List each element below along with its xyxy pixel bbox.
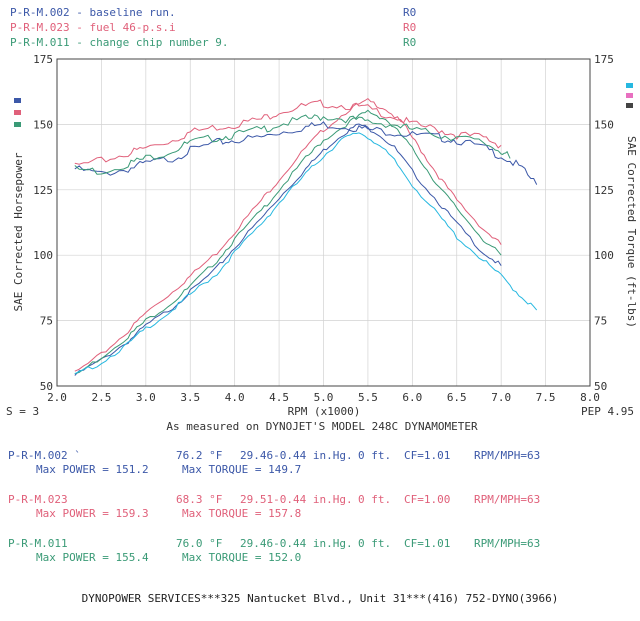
right-legend-marker <box>626 103 633 108</box>
y-tick-label-left: 150 <box>33 118 53 131</box>
legend-run-label: P-R-M.011 - change chip number 9. <box>10 36 229 49</box>
legend-run-tag: R0 <box>403 21 417 34</box>
x-axis-label: RPM (x1000) <box>288 405 361 418</box>
hp-line-1 <box>74 97 502 372</box>
left-legend-marker <box>14 110 21 115</box>
summary-baro: 29.46-0.44 in.Hg. <box>240 449 353 462</box>
legend-markers <box>14 83 633 127</box>
left-legend-marker <box>14 98 21 103</box>
left-legend-marker <box>14 122 21 127</box>
hp-line-3 <box>74 132 538 375</box>
summary-baro: 29.51-0.44 in.Hg. <box>240 493 353 506</box>
y-tick-label-left: 125 <box>33 184 53 197</box>
chart-grid <box>56 58 591 387</box>
x-tick-label: 6.0 <box>402 391 422 404</box>
summary-max-torque: Max TORQUE = 152.0 <box>182 551 302 564</box>
chart-axes <box>56 58 591 387</box>
y-tick-label-right: 50 <box>594 380 607 393</box>
pep-label: PEP 4.95 <box>581 405 634 418</box>
chart-subtitle: As measured on DYNOJET'S MODEL 248C DYNA… <box>166 420 478 433</box>
summary-max-torque: Max TORQUE = 149.7 <box>182 463 302 476</box>
right-legend-marker <box>626 93 633 98</box>
torque-line-0 <box>74 121 538 185</box>
y-tick-label-left: 50 <box>40 380 53 393</box>
chart-ticks: 2.0 2.5 3.0 3.5 4.0 4.5 5.0 5.5 6.0 6.5 7.0 7.5 8.05… <box>33 53 614 404</box>
x-tick-label: 3.0 <box>136 391 156 404</box>
summary-run-id: P-R-M.023 <box>8 493 68 506</box>
y-tick-label-left: 100 <box>33 249 53 262</box>
summary-max-torque: Max TORQUE = 157.8 <box>182 507 302 520</box>
smoothing-label: S = 3 <box>6 405 39 418</box>
hp-line-0 <box>74 123 502 376</box>
summary-cf: CF=1.01 <box>404 537 451 550</box>
summary-altitude: 0 ft. <box>358 493 392 506</box>
shop-footer: DYNOPOWER SERVICES***325 Nantucket Blvd.… <box>81 592 559 605</box>
summary-temp: 76.2 °F <box>176 449 223 462</box>
summary-rpm-mph: RPM/MPH=63 <box>474 537 541 550</box>
x-tick-label: 6.5 <box>447 391 467 404</box>
x-tick-label: 2.5 <box>91 391 111 404</box>
summary-temp: 76.0 °F <box>176 537 223 550</box>
summary-baro: 29.46-0.44 in.Hg. <box>240 537 353 550</box>
summary-rpm-mph: RPM/MPH=63 <box>474 493 541 506</box>
summary-cf: CF=1.00 <box>404 493 451 506</box>
x-tick-label: 8.0 <box>580 391 600 404</box>
x-tick-label: 3.5 <box>180 391 200 404</box>
y-tick-label-right: 75 <box>594 315 607 328</box>
torque-line-2 <box>74 114 511 175</box>
y-tick-label-right: 125 <box>594 184 614 197</box>
y-tick-label-left: 75 <box>40 315 53 328</box>
chart-series <box>74 97 538 376</box>
y-axis-label-left: SAE Corrected Horsepower <box>12 152 25 311</box>
right-legend-marker <box>626 83 633 88</box>
legend-run-tag: R0 <box>403 6 417 19</box>
plot-frame <box>56 58 591 387</box>
summary-run-id: P-R-M.002 ` <box>8 449 81 462</box>
y-axis-label-right: SAE Corrected Torque (ft-lbs) <box>625 136 638 328</box>
legend-run-label: P-R-M.023 - fuel 46-p.s.i <box>10 21 176 34</box>
summary-rpm-mph: RPM/MPH=63 <box>474 449 541 462</box>
summary-run-id: P-R-M.011 <box>8 537 68 550</box>
y-tick-label-right: 150 <box>594 118 614 131</box>
x-tick-label: 7.0 <box>491 391 511 404</box>
summary-max-power: Max POWER = 155.4 <box>36 551 149 564</box>
torque-line-1 <box>74 99 502 165</box>
summary-max-power: Max POWER = 151.2 <box>36 463 149 476</box>
legend-run-label: P-R-M.002 - baseline run. <box>10 6 176 19</box>
x-tick-label: 7.5 <box>536 391 556 404</box>
x-tick-label: 2.0 <box>47 391 67 404</box>
hp-line-2 <box>74 109 502 375</box>
x-tick-label: 5.0 <box>314 391 334 404</box>
y-tick-label-right: 175 <box>594 53 614 66</box>
summary-temp: 68.3 °F <box>176 493 223 506</box>
summary-cf: CF=1.01 <box>404 449 451 462</box>
x-tick-label: 5.5 <box>358 391 378 404</box>
summary-altitude: 0 ft. <box>358 449 392 462</box>
summary-max-power: Max POWER = 159.3 <box>36 507 149 520</box>
summary-altitude: 0 ft. <box>358 537 392 550</box>
y-tick-label-right: 100 <box>594 249 614 262</box>
legend-run-tag: R0 <box>403 36 417 49</box>
x-tick-label: 4.5 <box>269 391 289 404</box>
y-tick-label-left: 175 <box>33 53 53 66</box>
x-tick-label: 4.0 <box>225 391 245 404</box>
